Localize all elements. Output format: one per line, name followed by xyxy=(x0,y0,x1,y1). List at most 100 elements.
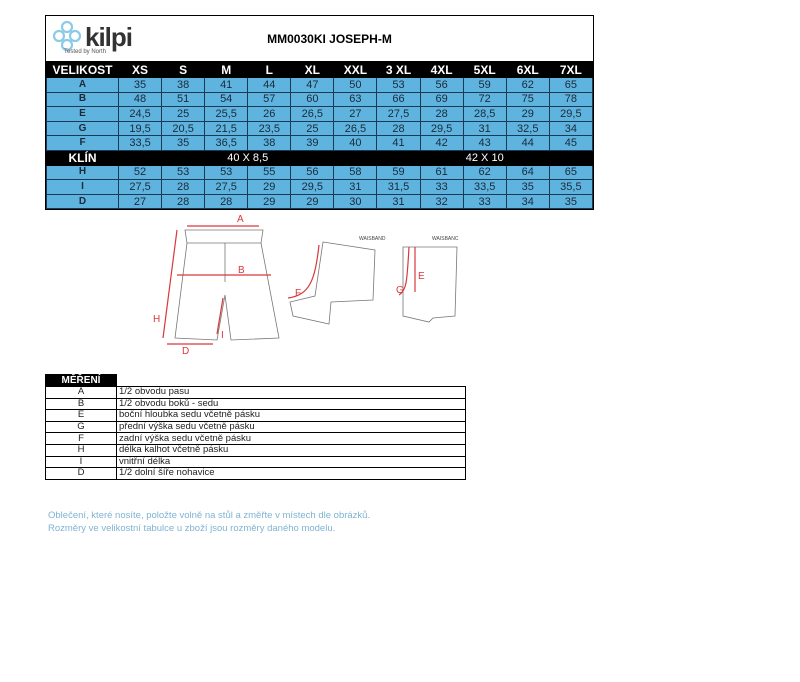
label-b: B xyxy=(238,265,245,276)
product-title: MM0030KI JOSEPH-M xyxy=(267,32,392,46)
size-value-cell: 78 xyxy=(548,91,594,108)
size-value-cell: 36,5 xyxy=(204,135,249,151)
measurement-header: MĚŘENÍ xyxy=(45,374,117,387)
size-value-cell: 26,5 xyxy=(333,120,378,137)
row-label: E xyxy=(46,106,119,122)
size-row-h: H 52 53 53 55 56 58 59 61 62 64 65 xyxy=(46,164,594,181)
shorts-measurement-diagram: A B H I D F G E WAISBAND WAISBANC xyxy=(153,214,459,357)
measurement-key: B xyxy=(45,397,117,411)
size-value-cell: 25 xyxy=(290,120,335,137)
size-value-cell: 28 xyxy=(419,106,464,122)
size-header-label: VELIKOST xyxy=(46,62,119,78)
size-value-cell: 31 xyxy=(333,179,378,195)
size-value-cell: 29,5 xyxy=(419,120,464,137)
size-value-cell: 32,5 xyxy=(505,120,550,137)
chart-header: kilpi Tested by North MM0030KI JOSEPH-M xyxy=(46,16,593,62)
size-value-cell: 31,5 xyxy=(376,179,421,195)
row-label: D xyxy=(46,193,119,210)
size-column-header: XXL xyxy=(333,62,378,78)
size-value-cell: 65 xyxy=(548,77,594,93)
size-value-cell: 29,5 xyxy=(548,106,594,122)
klin-value-large: 42 X 10 xyxy=(376,149,593,166)
size-value-cell: 39 xyxy=(290,135,335,151)
header-spacer xyxy=(116,374,466,387)
size-value-cell: 75 xyxy=(505,91,550,108)
size-value-cell: 53 xyxy=(376,77,421,93)
measurement-description: přední výška sedu včetně pásku xyxy=(116,420,466,434)
size-value-cell: 33 xyxy=(419,179,464,195)
measurement-key: F xyxy=(45,432,117,445)
size-value-cell: 29 xyxy=(247,179,292,195)
label-f: F xyxy=(295,288,301,299)
size-value-cell: 47 xyxy=(290,77,335,93)
size-value-cell: 21,5 xyxy=(204,120,249,137)
size-value-cell: 32 xyxy=(419,193,464,210)
size-column-header: 3 XL xyxy=(376,62,421,78)
size-value-cell: 29 xyxy=(290,193,335,210)
measurement-key: D xyxy=(45,467,117,480)
label-i: I xyxy=(221,330,224,341)
size-value-cell: 45 xyxy=(548,135,594,151)
klin-value-small: 40 X 8,5 xyxy=(117,149,378,166)
size-column-header: 4XL xyxy=(419,62,464,78)
size-value-cell: 28 xyxy=(376,120,421,137)
size-value-cell: 41 xyxy=(204,77,249,93)
size-value-cell: 20,5 xyxy=(161,120,206,137)
size-column-header: 7XL xyxy=(548,62,594,78)
size-value-cell: 33,5 xyxy=(462,179,507,195)
size-value-cell: 44 xyxy=(505,135,550,151)
size-value-cell: 62 xyxy=(462,164,507,181)
size-value-cell: 69 xyxy=(419,91,464,108)
measurement-description: 1/2 obvodu pasu xyxy=(116,386,466,399)
measurement-key: G xyxy=(45,420,117,434)
size-value-cell: 35,5 xyxy=(548,179,594,195)
label-waisband-2: WAISBANC xyxy=(432,236,459,242)
brand-logo: kilpi xyxy=(52,20,133,54)
label-g: G xyxy=(396,285,404,296)
size-row-a: A 35 38 41 44 47 50 53 56 59 62 65 xyxy=(46,77,594,93)
size-column-header: XL xyxy=(290,62,335,78)
measurement-description: 1/2 obvodu boků - sedu xyxy=(116,397,466,411)
klin-row: KLÍN 40 X 8,5 42 X 10 xyxy=(46,149,593,166)
size-value-cell: 26 xyxy=(247,106,292,122)
size-value-cell: 28 xyxy=(161,179,206,195)
size-value-cell: 33,5 xyxy=(117,135,163,151)
measurement-description: délka kalhot včetně pásku xyxy=(116,443,466,457)
size-column-header: M xyxy=(204,62,249,78)
size-value-cell: 51 xyxy=(161,91,206,108)
size-value-cell: 53 xyxy=(204,164,249,181)
size-value-cell: 29 xyxy=(505,106,550,122)
size-row-g: G 19,5 20,5 21,5 23,5 25 26,5 28 29,5 31 32,5 34 xyxy=(46,120,594,137)
row-label: I xyxy=(46,179,119,195)
label-h: H xyxy=(153,314,160,325)
size-value-cell: 40 xyxy=(333,135,378,151)
shorts-front-drawing xyxy=(174,229,280,341)
size-value-cell: 54 xyxy=(204,91,249,108)
size-value-cell: 61 xyxy=(419,164,464,181)
size-value-cell: 31 xyxy=(376,193,421,210)
size-value-cell: 44 xyxy=(247,77,292,93)
size-value-cell: 58 xyxy=(333,164,378,181)
measurement-key: E xyxy=(45,409,117,422)
measurement-legend-table: MĚŘENÍ A 1/2 obvodu pasu B 1/2 obvodu boků -… xyxy=(45,374,466,480)
measurement-description: zadní výška sedu včetně pásku xyxy=(116,432,466,445)
size-value-cell: 59 xyxy=(376,164,421,181)
measurement-description: 1/2 dolní šíře nohavice xyxy=(116,467,466,480)
size-value-cell: 38 xyxy=(247,135,292,151)
measurement-header-row: MĚŘENÍ xyxy=(45,374,466,387)
label-a: A xyxy=(237,214,244,225)
size-row-e: E 24,5 25 25,5 26 26,5 27 27,5 28 28,5 29 29,5 xyxy=(46,106,594,122)
size-value-cell: 56 xyxy=(290,164,335,181)
size-column-header: XS xyxy=(117,62,163,78)
size-value-cell: 55 xyxy=(247,164,292,181)
size-header-row: VELIKOST XS S M L XL XXL 3 XL 4XL 5XL 6XL 7XL xyxy=(46,62,594,78)
size-value-cell: 41 xyxy=(376,135,421,151)
label-e: E xyxy=(418,271,425,282)
row-label: A xyxy=(46,77,119,93)
size-value-cell: 38 xyxy=(161,77,206,93)
size-value-cell: 34 xyxy=(505,193,550,210)
size-row-b: B 48 51 54 57 60 63 66 69 72 75 78 xyxy=(46,91,594,108)
